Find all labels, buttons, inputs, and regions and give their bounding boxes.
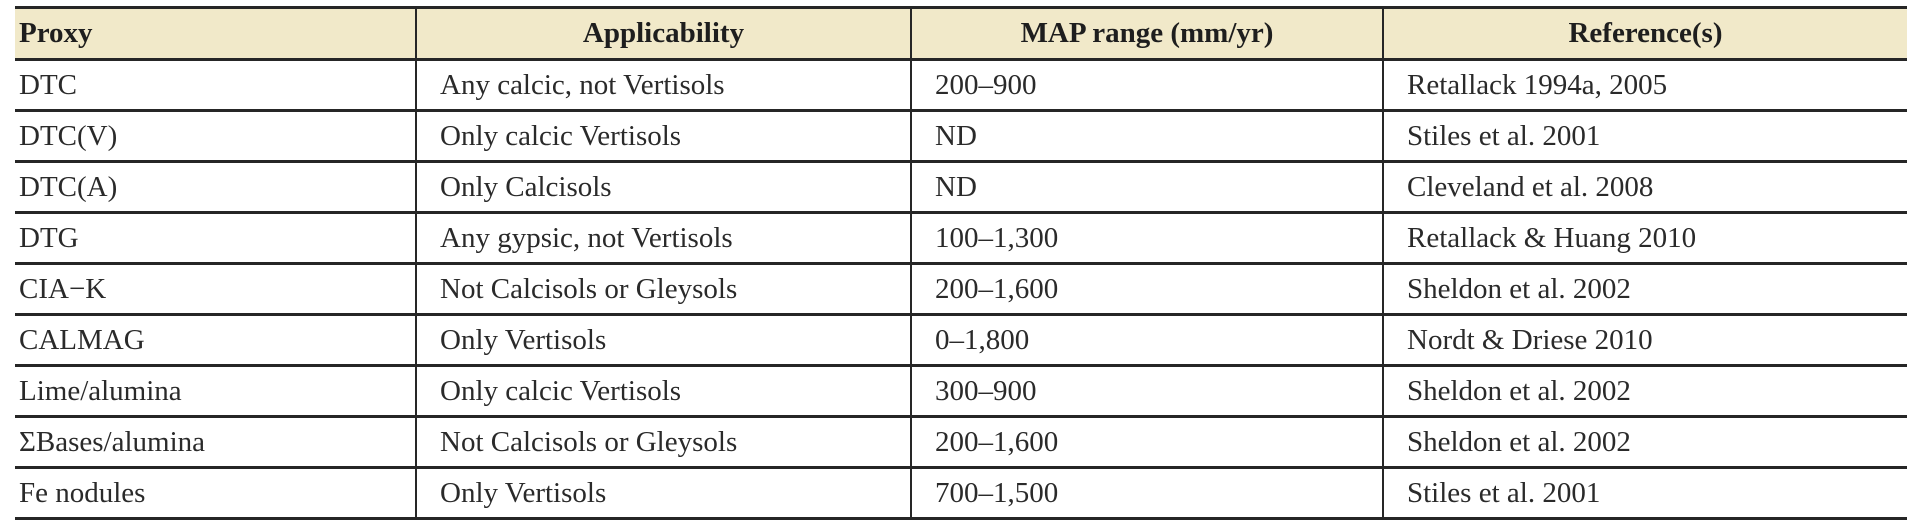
table-row: DTC(V) Only calcic Vertisols ND Stiles e… <box>15 110 1907 163</box>
cell-reference: Retallack & Huang 2010 <box>1382 212 1907 265</box>
cell-applicability: Any calcic, not Vertisols <box>415 59 911 112</box>
cell-map-range: 300–900 <box>910 365 1383 418</box>
cell-applicability: Any gypsic, not Vertisols <box>415 212 911 265</box>
cell-reference: Nordt & Driese 2010 <box>1382 314 1907 367</box>
cell-map-range: ND <box>910 110 1383 163</box>
cell-proxy: CIA−K <box>15 263 416 316</box>
proxy-table: Proxy Applicability MAP range (mm/yr) Re… <box>15 6 1907 520</box>
cell-proxy: DTC <box>15 59 416 112</box>
cell-proxy: Lime/alumina <box>15 365 416 418</box>
table-row: CIA−K Not Calcisols or Gleysols 200–1,60… <box>15 263 1907 316</box>
cell-reference: Sheldon et al. 2002 <box>1382 365 1907 418</box>
cell-applicability: Only Vertisols <box>415 467 911 520</box>
cell-map-range: 0–1,800 <box>910 314 1383 367</box>
cell-proxy: DTC(A) <box>15 161 416 214</box>
cell-applicability: Only Calcisols <box>415 161 911 214</box>
cell-applicability: Only Vertisols <box>415 314 911 367</box>
table-row: Lime/alumina Only calcic Vertisols 300–9… <box>15 365 1907 418</box>
cell-map-range: 200–1,600 <box>910 416 1383 469</box>
cell-reference: Stiles et al. 2001 <box>1382 110 1907 163</box>
cell-map-range: 700–1,500 <box>910 467 1383 520</box>
cell-applicability: Not Calcisols or Gleysols <box>415 263 911 316</box>
cell-map-range: 100–1,300 <box>910 212 1383 265</box>
table-row: CALMAG Only Vertisols 0–1,800 Nordt & Dr… <box>15 314 1907 367</box>
cell-map-range: 200–900 <box>910 59 1383 112</box>
cell-proxy: Fe nodules <box>15 467 416 520</box>
table-row: DTC(A) Only Calcisols ND Cleveland et al… <box>15 161 1907 214</box>
cell-proxy: DTC(V) <box>15 110 416 163</box>
cell-proxy: ΣBases/alumina <box>15 416 416 469</box>
cell-map-range: ND <box>910 161 1383 214</box>
cell-reference: Sheldon et al. 2002 <box>1382 416 1907 469</box>
cell-reference: Cleveland et al. 2008 <box>1382 161 1907 214</box>
cell-reference: Retallack 1994a, 2005 <box>1382 59 1907 112</box>
cell-proxy: CALMAG <box>15 314 416 367</box>
header-proxy: Proxy <box>15 7 416 61</box>
table-header: Proxy Applicability MAP range (mm/yr) Re… <box>15 7 1907 61</box>
cell-map-range: 200–1,600 <box>910 263 1383 316</box>
cell-applicability: Only calcic Vertisols <box>415 365 911 418</box>
table-row: ΣBases/alumina Not Calcisols or Gleysols… <box>15 416 1907 469</box>
table-row: Fe nodules Only Vertisols 700–1,500 Stil… <box>15 467 1907 520</box>
header-applicability: Applicability <box>415 7 911 61</box>
table-body: DTC Any calcic, not Vertisols 200–900 Re… <box>15 59 1907 520</box>
cell-reference: Stiles et al. 2001 <box>1382 467 1907 520</box>
table-row: DTG Any gypsic, not Vertisols 100–1,300 … <box>15 212 1907 265</box>
table-row: DTC Any calcic, not Vertisols 200–900 Re… <box>15 59 1907 112</box>
header-row: Proxy Applicability MAP range (mm/yr) Re… <box>15 7 1907 61</box>
cell-applicability: Not Calcisols or Gleysols <box>415 416 911 469</box>
cell-reference: Sheldon et al. 2002 <box>1382 263 1907 316</box>
header-references: Reference(s) <box>1382 7 1907 61</box>
cell-proxy: DTG <box>15 212 416 265</box>
header-map-range: MAP range (mm/yr) <box>910 7 1383 61</box>
cell-applicability: Only calcic Vertisols <box>415 110 911 163</box>
